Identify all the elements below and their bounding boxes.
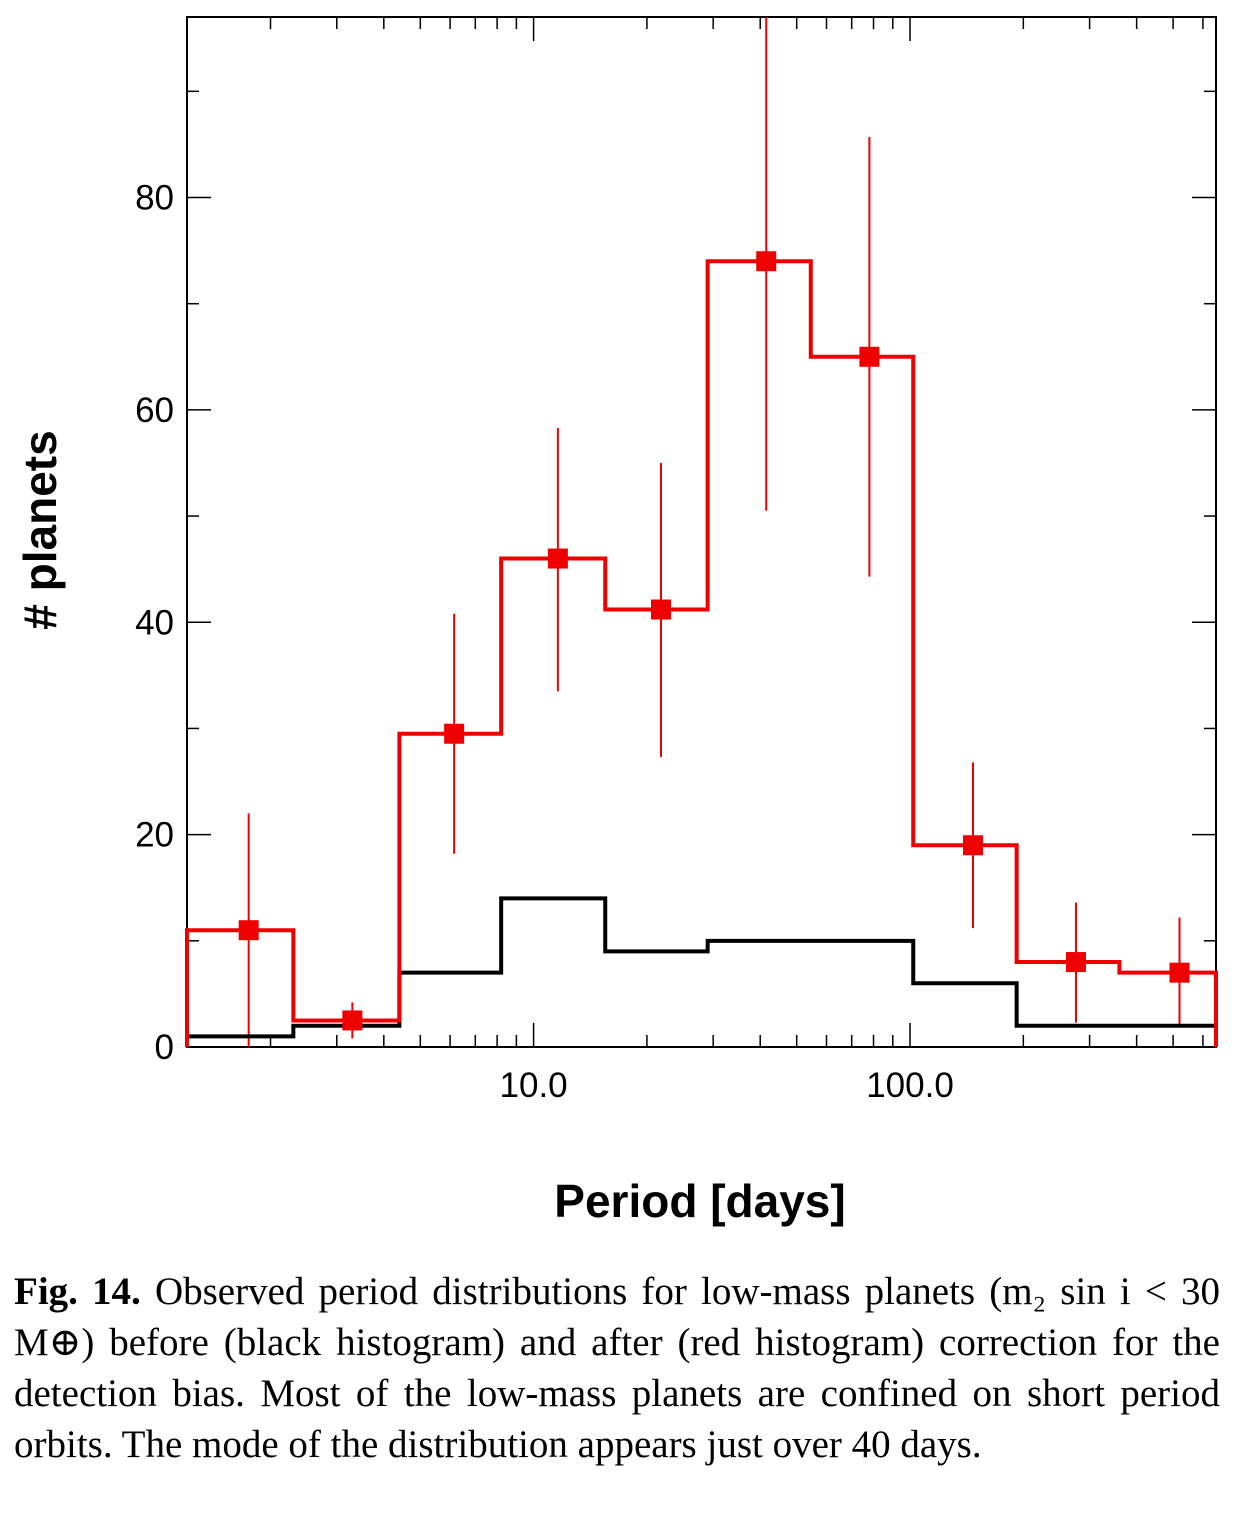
x-axis-title: Period [days] [554,1175,845,1227]
corrected-point [1169,962,1190,983]
figure-label: Fig. 14. [14,1270,141,1313]
corrected-point [1065,952,1086,973]
corrected-point [756,251,777,272]
plot-frame [186,16,1217,1048]
plot-area [185,17,1218,1047]
axis-ticks [187,17,1216,1048]
y-tick-label: 0 [155,1028,174,1067]
plot-border [186,16,1217,1048]
y-tick-label: 20 [135,816,174,855]
corrected-point [859,346,880,367]
corrected-point [962,835,983,856]
histogram-chart: 10.0 100.0 0 20 40 60 80 Period [days] # plane… [14,16,1218,1227]
caption-text: Observed period distributions for low-ma… [14,1270,1221,1466]
observed-histogram [185,896,1218,1047]
corrected-point [342,1010,363,1031]
corrected-point [651,599,672,620]
y-axis-title: # planets [14,430,66,629]
corrected-point [444,723,465,744]
tick-labels: 10.0 100.0 0 20 40 60 80 [135,179,954,1105]
x-tick-label: 100.0 [866,1066,954,1105]
corrected-histogram [185,259,1218,1047]
y-tick-label: 60 [135,391,174,430]
y-tick-label: 40 [135,603,174,642]
figure-caption: Fig. 14. Observed period distributions f… [14,1266,1220,1470]
corrected-point [547,548,568,569]
y-tick-label: 80 [135,179,174,218]
x-tick-label: 10.0 [500,1066,568,1105]
corrected-point [238,920,259,941]
